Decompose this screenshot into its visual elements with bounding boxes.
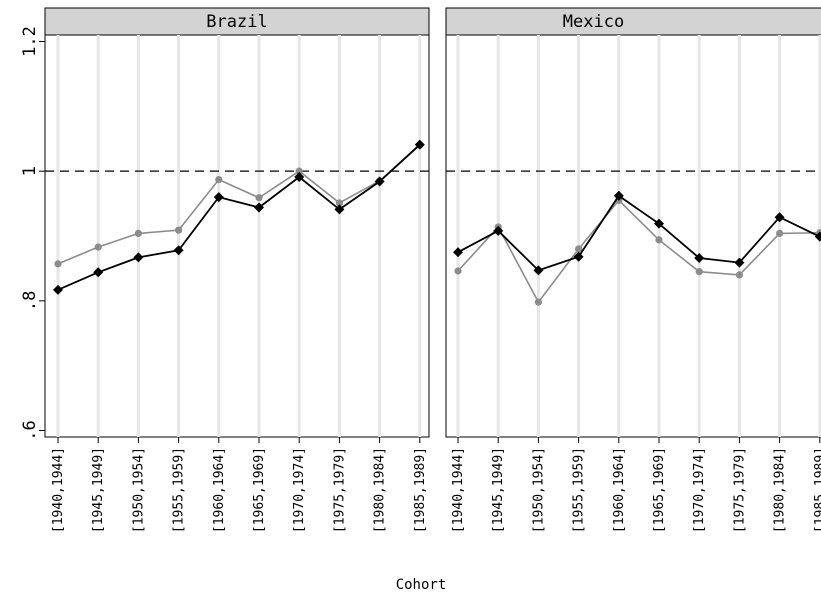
x-tick-label: [1940,1944] — [451, 447, 466, 533]
x-tick-label: [1940,1944] — [51, 447, 66, 533]
data-point-diamond — [93, 267, 104, 278]
series-line-light — [57, 144, 421, 265]
data-point-diamond — [453, 247, 463, 258]
panel-brazil: Brazil [1940,1944] [1945,1949] [1950,1954] [… — [44, 7, 430, 533]
data-point-circle — [776, 229, 784, 238]
data-point-diamond — [414, 139, 425, 150]
data-point-circle — [54, 260, 62, 268]
panel-mexico: Mexico [1940,1944] [1945,1949] [1950,1954] [… — [445, 7, 821, 533]
x-tick-label: [1945,1949] — [491, 447, 506, 533]
x-tick-label: [1960,1964] — [212, 447, 227, 533]
panel-strip — [44, 7, 430, 36]
x-tick-label: [1955,1959] — [172, 447, 187, 533]
data-point-diamond — [654, 218, 664, 229]
x-tick-label: [1950,1954] — [531, 447, 546, 533]
series-line-dark — [57, 143, 421, 291]
x-tick-label: [1965,1969] — [252, 447, 267, 533]
x-tick-label: [1975,1979] — [732, 447, 747, 533]
y-tick-label: 1.2 — [20, 26, 40, 57]
panel-title: Mexico — [563, 12, 624, 32]
data-point-diamond — [334, 204, 345, 215]
x-tick-label: [1945,1949] — [91, 447, 106, 533]
data-point-diamond — [53, 284, 63, 295]
data-point-circle — [534, 298, 543, 306]
data-point-diamond — [133, 252, 144, 263]
chart-panels: Brazil [1940,1944] [1945,1949] [1950,1954] [… — [44, 7, 821, 533]
y-tick-label: .8 — [20, 291, 40, 311]
data-point-circle — [735, 271, 744, 279]
y-tick-label: .6 — [20, 420, 40, 440]
data-point-diamond — [694, 253, 705, 264]
data-point-diamond — [294, 171, 305, 182]
data-point-diamond — [254, 202, 264, 213]
data-point-circle — [215, 175, 223, 184]
data-point-circle — [575, 245, 583, 253]
x-tick-label: [1955,1959] — [572, 447, 587, 533]
x-tick-label: [1960,1964] — [612, 447, 627, 533]
x-tick-label: [1950,1954] — [131, 447, 146, 533]
data-point-diamond — [613, 190, 624, 201]
x-axis-title: Cohort — [396, 577, 447, 593]
data-point-diamond — [493, 225, 504, 236]
data-point-diamond — [173, 245, 184, 256]
data-point-circle — [695, 268, 703, 276]
data-point-diamond — [213, 192, 224, 203]
panel-title: Brazil — [206, 12, 267, 32]
data-point-circle — [175, 226, 183, 234]
panel-strip — [445, 7, 821, 36]
x-tick-label: [1970,1974] — [292, 447, 307, 533]
x-tick-label: [1965,1969] — [652, 447, 667, 533]
data-point-diamond — [533, 265, 544, 276]
data-point-diamond — [573, 251, 584, 262]
data-point-circle — [134, 229, 142, 238]
x-tick-label: [1980,1984] — [373, 447, 388, 533]
y-axis: .6 .8 1 1.2 — [20, 26, 45, 441]
data-point-diamond — [734, 257, 745, 268]
y-tick-label: 1 — [20, 166, 40, 176]
data-point-circle — [655, 236, 663, 244]
x-tick-label: [1970,1974] — [692, 447, 707, 533]
data-point-diamond — [774, 212, 785, 223]
data-point-circle — [295, 167, 303, 175]
series-line-dark — [457, 194, 821, 272]
data-point-diamond — [814, 231, 821, 242]
data-point-circle — [255, 194, 263, 202]
series-line-light — [457, 199, 820, 304]
data-point-circle — [94, 243, 102, 251]
data-point-circle — [454, 267, 462, 275]
plot-area — [44, 34, 430, 438]
plot-area — [445, 34, 821, 438]
data-point-diamond — [374, 176, 385, 187]
x-tick-label: [1975,1979] — [332, 447, 347, 533]
x-tick-label: [1985,1989] — [813, 447, 821, 533]
x-tick-label: [1980,1984] — [773, 447, 788, 533]
data-point-circle — [335, 199, 343, 207]
x-tick-label: [1985,1989] — [413, 447, 428, 533]
